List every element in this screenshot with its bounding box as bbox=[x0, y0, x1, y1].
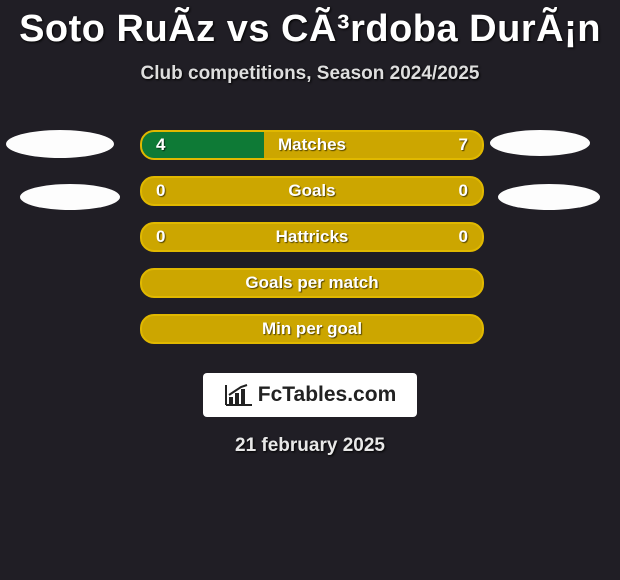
source-logo: FcTables.com bbox=[203, 373, 417, 417]
stat-bar: Goals per match bbox=[140, 268, 484, 298]
subtitle: Club competitions, Season 2024/2025 bbox=[0, 63, 620, 85]
stat-bar: Min per goal bbox=[140, 314, 484, 344]
stat-row: Min per goal bbox=[0, 307, 620, 353]
stat-right-value: 7 bbox=[459, 135, 468, 155]
stat-values: 00 bbox=[142, 224, 482, 250]
comparison-infographic: Soto RuÃ­z vs CÃ³rdoba DurÃ¡n Club compe… bbox=[0, 8, 620, 580]
stat-right-value: 0 bbox=[459, 181, 468, 201]
stat-left-value: 4 bbox=[156, 135, 165, 155]
stat-bar: 47Matches bbox=[140, 130, 484, 160]
chart-icon bbox=[224, 383, 254, 407]
stat-rows: 47Matches00Goals00HattricksGoals per mat… bbox=[0, 123, 620, 353]
player-photo-placeholder bbox=[6, 130, 114, 158]
stat-right-value: 0 bbox=[459, 227, 468, 247]
stat-values: 47 bbox=[142, 132, 482, 158]
stat-values bbox=[142, 270, 482, 296]
stat-left-value: 0 bbox=[156, 181, 165, 201]
stat-row: Goals per match bbox=[0, 261, 620, 307]
stat-row: 00Hattricks bbox=[0, 215, 620, 261]
stat-values bbox=[142, 316, 482, 342]
stat-bar: 00Hattricks bbox=[140, 222, 484, 252]
player-photo-placeholder bbox=[498, 184, 600, 210]
logo-text: FcTables.com bbox=[258, 383, 397, 407]
stat-values: 00 bbox=[142, 178, 482, 204]
page-title: Soto RuÃ­z vs CÃ³rdoba DurÃ¡n bbox=[0, 8, 620, 51]
stat-left-value: 0 bbox=[156, 227, 165, 247]
player-photo-placeholder bbox=[20, 184, 120, 210]
player-photo-placeholder bbox=[490, 130, 590, 156]
stat-bar: 00Goals bbox=[140, 176, 484, 206]
date-label: 21 february 2025 bbox=[0, 435, 620, 457]
